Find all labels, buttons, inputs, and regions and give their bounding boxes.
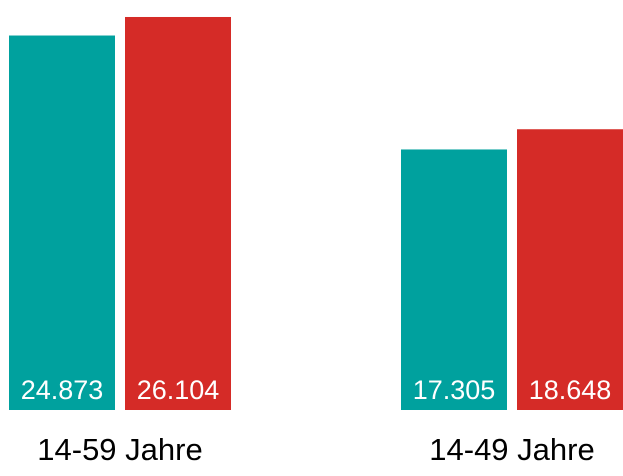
bar-value-label: 18.648 (529, 375, 612, 405)
bar-0-0 (9, 35, 115, 410)
bar-value-label: 24.873 (21, 375, 104, 405)
category-labels-layer: 14-59 Jahre 14-49 Jahre (37, 432, 594, 467)
bar-1-1 (517, 129, 623, 410)
bar-1-0 (401, 149, 507, 411)
bar-value-label: 26.104 (137, 375, 220, 405)
bar-value-label: 17.305 (413, 375, 496, 405)
value-labels-layer: 24.873 26.104 17.305 18.648 (21, 375, 612, 405)
bars-layer (9, 16, 623, 411)
bar-0-1 (125, 16, 231, 411)
category-label: 14-59 Jahre (37, 432, 202, 467)
category-label: 14-49 Jahre (429, 432, 594, 467)
